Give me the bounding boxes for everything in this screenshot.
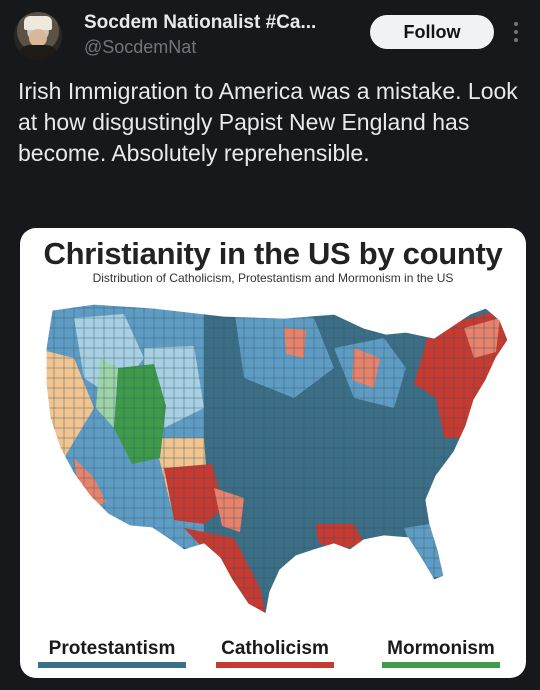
media-image[interactable]: Christianity in the US by county Distrib… <box>20 228 526 678</box>
more-vertical-icon[interactable] <box>507 20 525 44</box>
follow-button[interactable]: Follow <box>370 15 494 49</box>
legend-catholicism-label: Catholicism <box>221 638 329 659</box>
display-name[interactable]: Socdem Nationalist #Ca... <box>84 12 317 33</box>
tweet-text: Irish Immigration to America was a mista… <box>18 78 518 166</box>
legend-catholicism: Catholicism <box>216 638 334 668</box>
us-county-map <box>45 303 509 615</box>
legend-protestantism-label: Protestantism <box>48 638 176 659</box>
legend-catholicism-swatch <box>216 662 334 668</box>
legend-mormonism: Mormonism <box>382 638 500 668</box>
legend-protestantism: Protestantism <box>38 638 186 668</box>
legend-mormonism-label: Mormonism <box>387 638 495 659</box>
avatar-coat <box>18 45 58 60</box>
map-title: Christianity in the US by county <box>43 236 503 271</box>
user-handle[interactable]: @SocdemNat <box>84 37 197 57</box>
avatar[interactable] <box>14 12 62 60</box>
tweet-header: Socdem Nationalist #Ca... @SocdemNat Fol… <box>0 0 540 70</box>
avatar-hat <box>24 16 52 30</box>
avatar-face <box>29 29 47 47</box>
legend-mormonism-swatch <box>382 662 500 668</box>
map-subtitle: Distribution of Catholicism, Protestanti… <box>92 271 454 285</box>
legend-protestantism-swatch <box>38 662 186 668</box>
